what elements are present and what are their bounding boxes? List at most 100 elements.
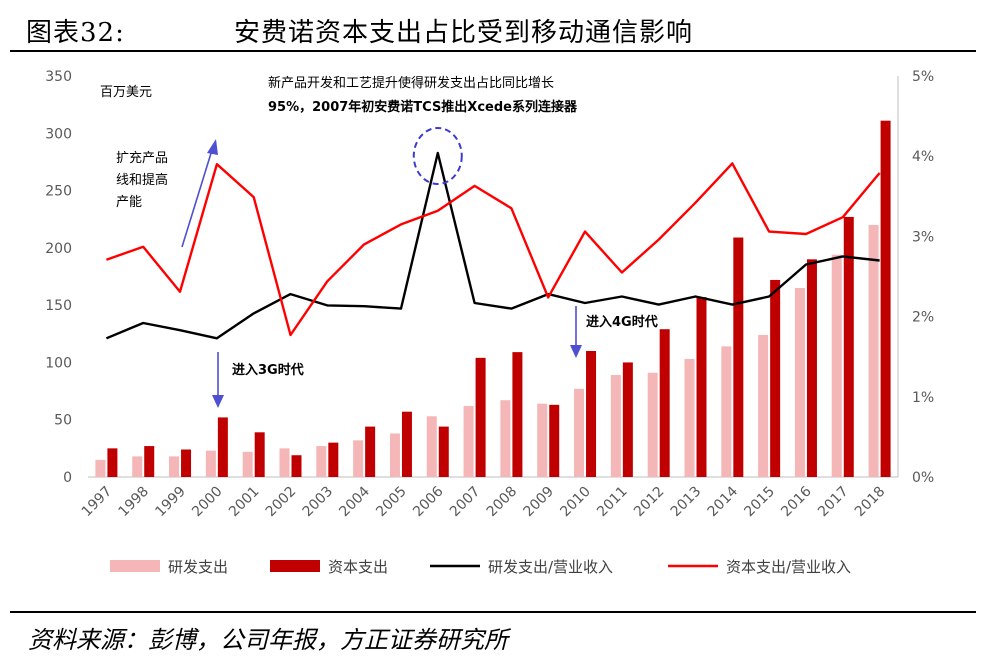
- right-tick-label: 4%: [912, 149, 934, 165]
- g3-arrow-head: [212, 395, 224, 408]
- bar-capex-2008: [512, 352, 523, 477]
- bar-capex-1998: [144, 446, 155, 477]
- bar-rd-2003: [316, 446, 327, 477]
- x-tick-label: 2013: [668, 484, 705, 521]
- annotation-capacity-line: 扩充产品: [116, 150, 168, 166]
- left-tick-label: 50: [54, 413, 72, 429]
- x-tick-label: 2011: [594, 484, 631, 521]
- annotation-2006-circle: [412, 127, 463, 185]
- capacity-arrow-head: [207, 139, 218, 155]
- bar-capex-2000: [217, 417, 228, 477]
- annotation-capacity-line: 线和提高: [116, 172, 168, 188]
- right-tick-label: 2%: [912, 310, 934, 326]
- annotation-2006-line: 95%，2007年初安费诺TCS推出Xcede系列连接器: [268, 99, 578, 115]
- x-tick-label: 2010: [557, 484, 594, 521]
- legend-swatch-rd: [110, 560, 160, 572]
- x-tick-label: 2006: [410, 483, 447, 520]
- capacity-arrow-shaft: [181, 149, 213, 248]
- bar-capex-2012: [659, 329, 670, 477]
- bar-rd-2016: [794, 287, 805, 477]
- bar-capex-1997: [107, 448, 118, 477]
- right-tick-label: 3%: [912, 229, 934, 245]
- g4-arrow-head: [570, 345, 582, 358]
- legend-label-capex: 资本支出: [328, 558, 388, 576]
- x-tick-label: 2014: [705, 483, 742, 520]
- source-note: 资料来源：彭博，公司年报，方正证券研究所: [28, 626, 508, 654]
- figure-header: 图表32: 安费诺资本支出占比受到移动通信影响: [10, 6, 976, 48]
- bar-rd-2009: [537, 403, 548, 477]
- x-tick-label: 1998: [116, 484, 153, 521]
- line-capex-ratio: [106, 162, 881, 337]
- figure-label: 图表32:: [26, 18, 125, 48]
- legend-label-rd-ratio: 研发支出/营业收入: [488, 558, 613, 576]
- x-tick-label: 2000: [189, 484, 226, 521]
- x-tick-label: 2007: [447, 484, 484, 521]
- x-tick-label: 1999: [152, 484, 189, 521]
- legend-swatch-capex: [270, 560, 320, 572]
- bar-rd-2000: [205, 450, 216, 477]
- top-rule: [10, 50, 976, 52]
- left-tick-label: 0: [63, 470, 72, 486]
- x-tick-label: 2018: [852, 484, 889, 521]
- bar-rd-2012: [647, 372, 658, 477]
- x-tick-label: 2008: [484, 484, 521, 521]
- x-tick-label: 2003: [300, 484, 337, 521]
- x-tick-label: 2002: [263, 484, 300, 521]
- left-tick-label: 350: [45, 69, 72, 85]
- annotation-4g: 进入4G时代: [586, 314, 658, 330]
- bar-capex-2007: [475, 357, 486, 477]
- right-tick-label: 5%: [912, 69, 934, 85]
- bar-capex-2013: [696, 297, 707, 477]
- right-tick-label: 1%: [912, 390, 934, 406]
- bottom-rule: [10, 611, 976, 613]
- legend-label-capex-ratio: 资本支出/营业收入: [726, 558, 851, 576]
- annotation-capacity-line: 产能: [116, 195, 142, 210]
- bar-rd-2011: [610, 375, 621, 477]
- x-tick-label: 2017: [815, 484, 852, 521]
- bar-capex-2004: [365, 426, 376, 477]
- x-tick-label: 2015: [741, 484, 778, 521]
- x-tick-label: 2004: [336, 483, 373, 520]
- line-rd-ratio: [105, 151, 880, 340]
- bar-rd-1998: [132, 456, 143, 477]
- x-tick-label: 2009: [521, 484, 558, 521]
- left-tick-label: 250: [45, 184, 72, 200]
- bar-rd-2014: [721, 346, 732, 477]
- bar-rd-2006: [426, 416, 437, 477]
- x-tick-label: 2001: [226, 484, 263, 521]
- bar-capex-1999: [181, 449, 192, 477]
- bar-rd-2013: [684, 358, 695, 477]
- bar-capex-2005: [401, 411, 412, 477]
- bar-rd-2017: [831, 254, 842, 477]
- bar-capex-2017: [843, 216, 854, 477]
- bar-rd-1997: [95, 459, 106, 477]
- right-tick-label: 0%: [912, 470, 934, 486]
- bar-rd-2015: [758, 334, 769, 477]
- bar-capex-2003: [328, 442, 339, 477]
- bar-rd-2001: [242, 451, 253, 477]
- bar-capex-2016: [806, 259, 817, 477]
- bar-capex-2006: [438, 426, 449, 477]
- bar-rd-2007: [463, 405, 474, 477]
- bar-rd-2018: [868, 224, 879, 477]
- bar-capex-2018: [880, 120, 891, 477]
- annotation-3g: 进入3G时代: [232, 362, 304, 378]
- bar-rd-1999: [169, 456, 180, 477]
- x-tick-label: 2005: [373, 484, 410, 521]
- bar-rd-2008: [500, 400, 511, 477]
- bar-capex-2011: [622, 362, 633, 477]
- legend-label-rd: 研发支出: [168, 558, 228, 576]
- bar-capex-2009: [549, 404, 560, 477]
- left-tick-label: 100: [45, 355, 72, 371]
- left-axis-unit: 百万美元: [100, 85, 152, 100]
- annotation-2006-line: 新产品开发和工艺提升使得研发支出占比同比增长: [268, 75, 554, 91]
- bar-capex-2010: [586, 350, 597, 477]
- bar-capex-2002: [291, 455, 302, 477]
- left-tick-label: 150: [45, 298, 72, 314]
- left-tick-label: 300: [45, 126, 72, 142]
- bar-rd-2002: [279, 448, 290, 477]
- bar-capex-2014: [733, 237, 744, 477]
- bar-capex-2015: [770, 279, 781, 477]
- bar-rd-2004: [353, 440, 364, 477]
